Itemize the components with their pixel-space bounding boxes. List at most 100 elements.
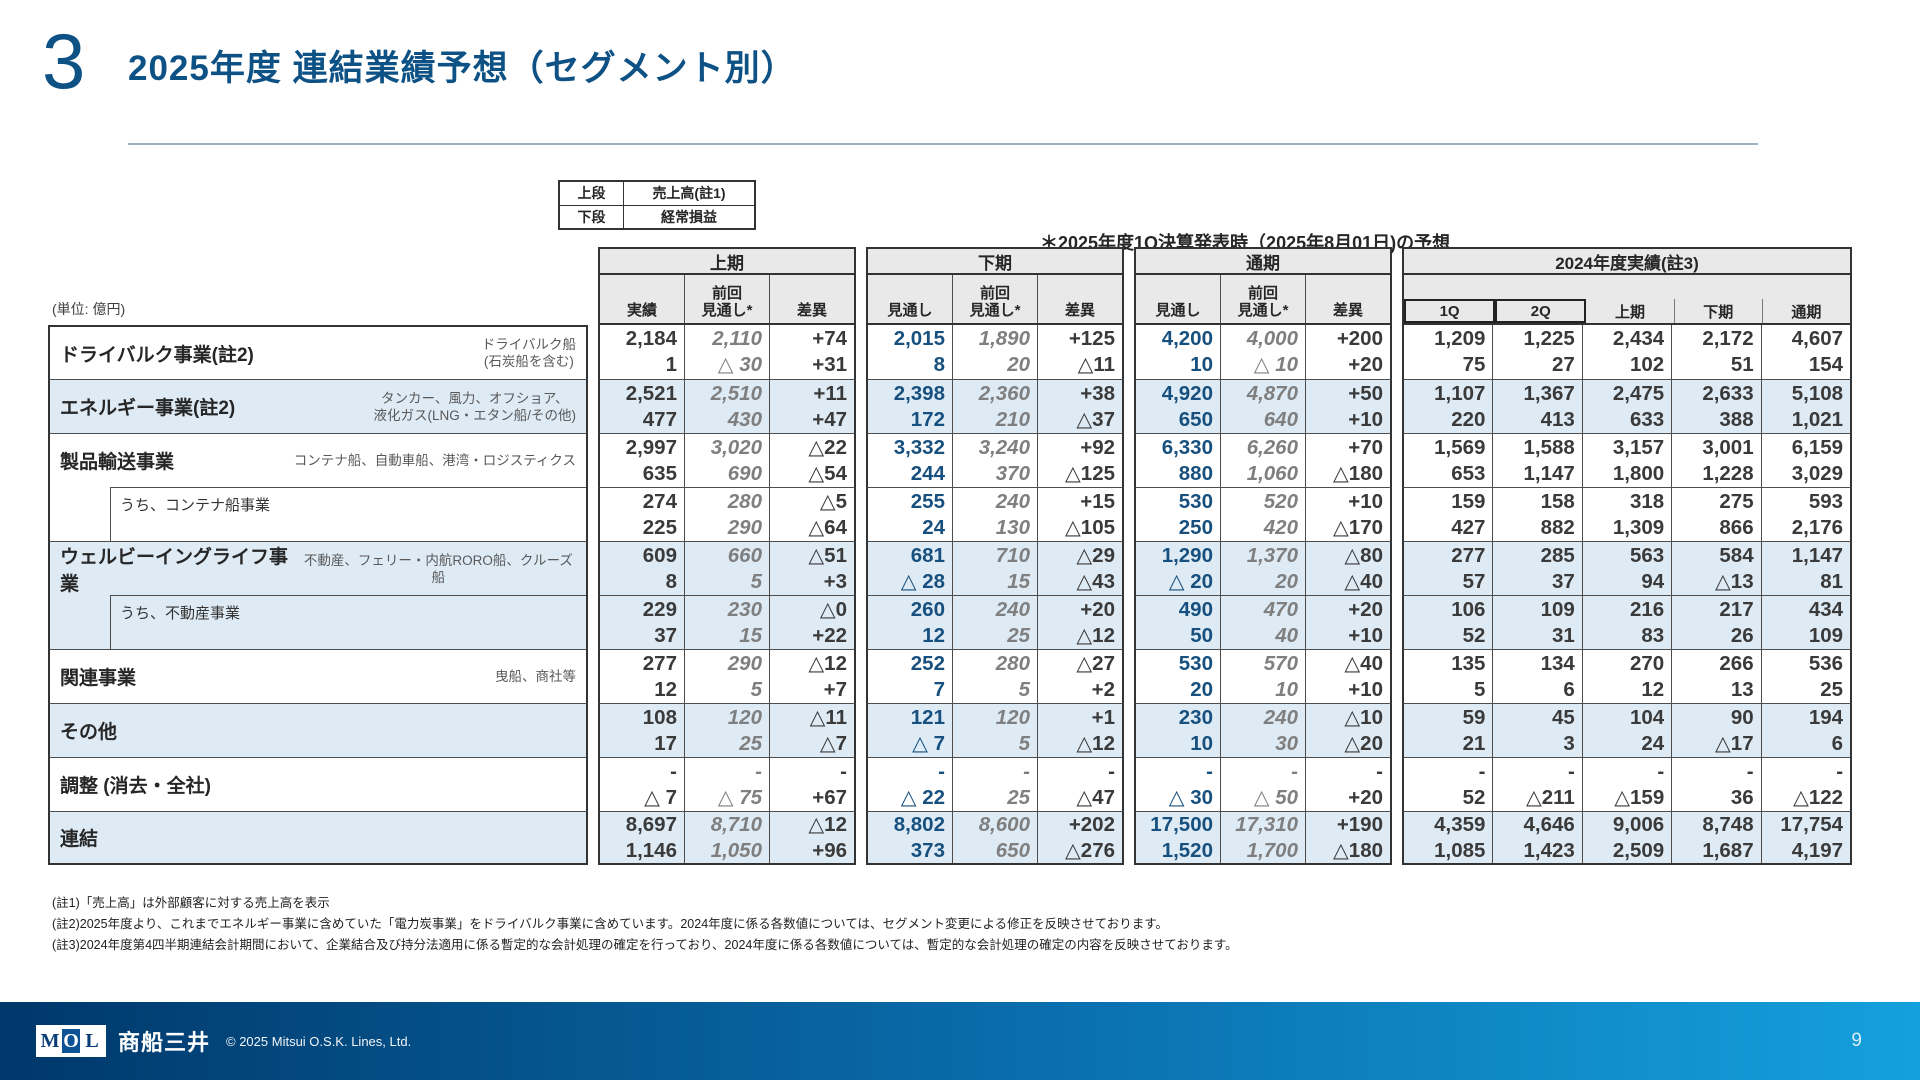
profit-value: △37 [1076, 407, 1115, 431]
value-cell: - △211 [1492, 758, 1581, 811]
value-cell: 8,697 1,146 [600, 812, 684, 863]
col-header-second-half: 下期 [1673, 299, 1762, 323]
revenue-value: 3,332 [893, 435, 945, 459]
profit-value: 635 [642, 461, 677, 485]
revenue-value: - [1291, 759, 1298, 783]
profit-value: +31 [812, 353, 847, 376]
profit-value: 20 [1275, 569, 1298, 593]
value-cell: 2,360 210 [952, 380, 1037, 433]
revenue-value: 275 [1719, 489, 1754, 513]
revenue-value: - [840, 759, 847, 783]
value-cell: 8,748 1,687 [1671, 812, 1760, 863]
value-cell: 6,260 1,060 [1220, 434, 1305, 487]
value-cell: +20 △12 [1037, 596, 1122, 649]
segment-label-cell: エネルギー事業(註2) タンカー、風力、オフショア、 液化ガス(LNG・エタン船/… [48, 379, 588, 433]
value-cell: 255 24 [868, 488, 952, 541]
revenue-value: +74 [812, 327, 847, 350]
profit-value: △ 30 [1168, 785, 1213, 809]
fy2024-values: 59 21 45 3 104 24 90 △17 194 6 [1402, 703, 1852, 757]
value-cell: 536 25 [1760, 650, 1850, 703]
profit-value: 1,050 [710, 838, 762, 862]
segment-label-cell: 連結 [48, 811, 588, 865]
profit-value: 880 [1178, 461, 1213, 485]
profit-value: 210 [995, 407, 1030, 431]
profit-value: △ 10 [1253, 353, 1298, 376]
profit-value: △12 [1076, 623, 1115, 647]
value-cell: 109 31 [1492, 596, 1581, 649]
fy2024-values: 4,359 1,085 4,646 1,423 9,006 2,509 8,748 1,687… [1402, 811, 1852, 865]
value-cell: 121 △ 7 [868, 704, 952, 757]
profit-value: 1,085 [1434, 838, 1486, 862]
revenue-value: 120 [995, 705, 1030, 729]
segment-description: 曳船、商社等 [495, 669, 576, 684]
revenue-value: 8,748 [1702, 812, 1754, 836]
revenue-value: 2,633 [1702, 381, 1754, 405]
value-cell: 120 5 [952, 704, 1037, 757]
profit-value: 17 [654, 731, 677, 755]
profit-value: 24 [922, 515, 945, 539]
revenue-value: 17,500 [1150, 812, 1213, 836]
value-cell: 1,367 413 [1492, 380, 1581, 433]
profit-value: 20 [1190, 677, 1213, 701]
revenue-value: 2,475 [1612, 381, 1665, 405]
value-cell: 5,108 1,021 [1760, 380, 1850, 433]
revenue-value: △40 [1344, 651, 1383, 675]
revenue-value: 121 [910, 705, 945, 729]
sub-header-fy2024: 1Q 2Q 上期 下期 通期 [1402, 275, 1852, 325]
profit-value: △43 [1076, 569, 1115, 593]
footnotes: (註1)「売上高」は外部顧客に対する売上高を表示 (註2)2025年度より、これ… [52, 893, 1238, 956]
profit-value: +96 [812, 838, 847, 862]
profit-value: +10 [1348, 623, 1383, 647]
segment-label: その他 [60, 722, 118, 743]
profit-value: 25 [1007, 623, 1030, 647]
value-cell: 6,159 3,029 [1760, 434, 1850, 487]
revenue-value: 470 [1263, 597, 1298, 621]
value-cell: - △ 75 [684, 758, 769, 811]
profit-value: △276 [1065, 838, 1115, 862]
value-cell: 240 30 [1220, 704, 1305, 757]
revenue-value: - [755, 759, 762, 783]
profit-value: 882 [1540, 515, 1575, 539]
profit-value: 26 [1730, 623, 1754, 647]
profit-value: 430 [727, 407, 762, 431]
table-sub-header: 実績 前回 見通し* 差異 見通し 前回 見通し* 差異 見通し 前回 見通し*… [48, 275, 1858, 325]
table-row: うち、不動産事業 229 37 230 15 △0 +22 260 12 240 25 +20 △12 4… [48, 595, 1858, 649]
profit-value: 2,509 [1612, 838, 1665, 862]
revenue-value: △12 [808, 812, 847, 836]
value-cell: 584 △13 [1671, 542, 1760, 595]
revenue-value: 1,107 [1434, 381, 1486, 405]
profit-value: 427 [1451, 515, 1486, 539]
profit-value: △211 [1525, 785, 1575, 809]
revenue-value: 2,398 [893, 381, 945, 405]
revenue-value: 490 [1178, 597, 1213, 621]
footnote-2: (註2)2025年度より、これまでエネルギー事業に含めていた「電力炭事業」をドラ… [52, 917, 1169, 931]
revenue-value: △29 [1076, 543, 1115, 567]
mol-logo: M O L [36, 1025, 106, 1057]
value-cell: △27 +2 [1037, 650, 1122, 703]
value-cell: 563 94 [1581, 542, 1671, 595]
second-half-values: 2,015 8 1,890 20 +125 △11 [866, 325, 1124, 379]
value-cell: 4,359 1,085 [1404, 812, 1492, 863]
profit-value: 7 [933, 677, 945, 701]
first-half-values: 108 17 120 25 △11 △7 [598, 703, 856, 757]
sub-header-full-year: 見通し 前回 見通し* 差異 [1134, 275, 1392, 325]
revenue-value: 3,240 [978, 435, 1030, 459]
value-cell: 1,209 75 [1404, 325, 1492, 379]
revenue-value: △80 [1344, 543, 1383, 567]
profit-value: 83 [1641, 623, 1665, 647]
profit-value: △13 [1715, 569, 1754, 593]
value-cell: 45 3 [1492, 704, 1581, 757]
profit-value: △ 7 [644, 785, 677, 809]
revenue-value: 120 [727, 705, 762, 729]
value-cell: +15 △105 [1037, 488, 1122, 541]
value-cell: 275 866 [1671, 488, 1760, 541]
revenue-value: 3,001 [1702, 435, 1754, 459]
value-cell: 4,607 154 [1760, 325, 1850, 379]
value-cell: 2,015 8 [868, 325, 952, 379]
revenue-value: 2,015 [893, 327, 945, 350]
profit-value: 244 [910, 461, 945, 485]
value-cell: 570 10 [1220, 650, 1305, 703]
second-half-values: 121 △ 7 120 5 +1 △12 [866, 703, 1124, 757]
footnote-3: (註3)2024年度第4四半期連結会計期間において、企業結合及び持分法適用に係る… [52, 938, 1238, 952]
value-cell: △51 +3 [769, 542, 854, 595]
